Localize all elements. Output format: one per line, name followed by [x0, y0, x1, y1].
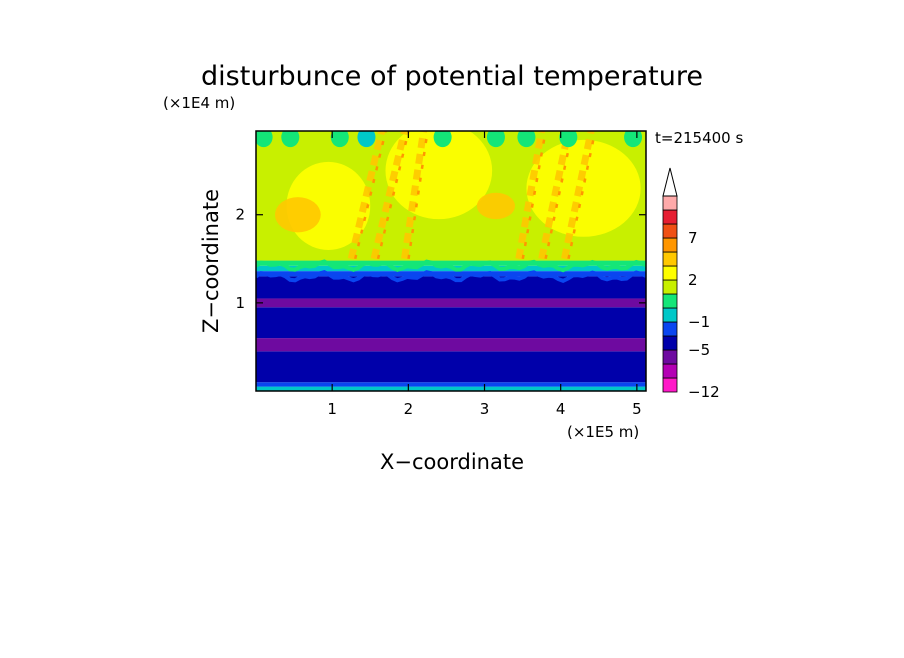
contour-field: [256, 131, 646, 391]
colorbar-swatch: [662, 195, 678, 211]
warm-region: [385, 131, 493, 220]
contour-line: [256, 259, 646, 273]
x-axis: 1 2 3 4 5: [327, 131, 642, 418]
x-tick-label: 1: [327, 400, 337, 418]
colorbar-label: 2: [688, 271, 698, 289]
wave-ray: [370, 131, 408, 260]
top-cell: [624, 131, 643, 148]
colorbar-swatch: [662, 307, 678, 323]
wave-ray-core: [567, 131, 597, 260]
colorbar: −12−5−127: [662, 167, 720, 401]
wave-ray: [515, 131, 546, 260]
plot-frame: [255, 130, 647, 392]
colorbar-swatch: [662, 209, 678, 225]
colorbar-swatch: [662, 293, 678, 309]
top-cell: [357, 131, 376, 148]
warm-region: [476, 192, 515, 220]
warm-region: [526, 139, 641, 237]
top-cell: [433, 131, 452, 148]
contour-band: [256, 351, 646, 383]
top-cell: [256, 131, 273, 148]
wave-ray-core: [353, 131, 387, 260]
colorbar-label: −1: [688, 313, 710, 331]
top-cell: [330, 131, 349, 148]
x-tick-label: 3: [480, 400, 490, 418]
contour-band: [256, 298, 646, 308]
y-unit-label: (×1E4 m): [163, 94, 235, 112]
warm-region: [275, 197, 321, 233]
wave-ray: [401, 131, 428, 260]
y-axis-label: Z−coordinate: [199, 189, 223, 333]
chart-title: disturbunce of potential temperature: [201, 61, 703, 92]
colorbar-label: 7: [688, 229, 698, 247]
contour-band: [256, 382, 646, 387]
colorbar-label: −5: [688, 341, 710, 359]
x-tick-label: 2: [404, 400, 414, 418]
colorbar-swatch: [662, 251, 678, 267]
wave-ray-core: [376, 131, 410, 260]
wave-ray: [347, 131, 386, 260]
x-tick-label: 4: [556, 400, 566, 418]
colorbar-swatch: [662, 335, 678, 351]
x-unit-label: (×1E5 m): [567, 423, 639, 441]
contour-band: [256, 307, 646, 339]
colorbar-swatch: [662, 237, 678, 253]
wave-ray-core: [544, 131, 574, 260]
contour-line: [256, 269, 646, 283]
colorbar-swatch: [662, 377, 678, 393]
y-tick-label: 2: [235, 206, 245, 224]
colorbar-swatch: [662, 349, 678, 365]
wave-ray-core: [407, 131, 429, 259]
top-cell: [486, 131, 505, 148]
colorbar-label: −12: [688, 383, 720, 401]
colorbar-swatch: [662, 265, 678, 281]
colorbar-swatch: [662, 223, 678, 239]
time-label: t=215400 s: [655, 129, 743, 147]
wave-ray: [538, 131, 572, 260]
colorbar-swatch: [662, 279, 678, 295]
contour-band: [256, 338, 646, 352]
wave-ray: [561, 131, 595, 260]
y-tick-label: 1: [235, 294, 245, 312]
top-cell: [517, 131, 536, 148]
x-tick-label: 5: [632, 400, 642, 418]
contour-band: [256, 271, 646, 277]
contour-band: [256, 276, 646, 299]
contour-band: [256, 260, 646, 266]
colorbar-extend-arrow: [662, 167, 678, 197]
x-axis-label: X−coordinate: [380, 450, 524, 474]
top-cell: [281, 131, 300, 148]
colorbar-swatch: [662, 363, 678, 379]
top-cell: [559, 131, 578, 148]
y-axis: 12: [235, 206, 646, 312]
colorbar-swatch: [662, 321, 678, 337]
contour-band: [256, 386, 646, 391]
